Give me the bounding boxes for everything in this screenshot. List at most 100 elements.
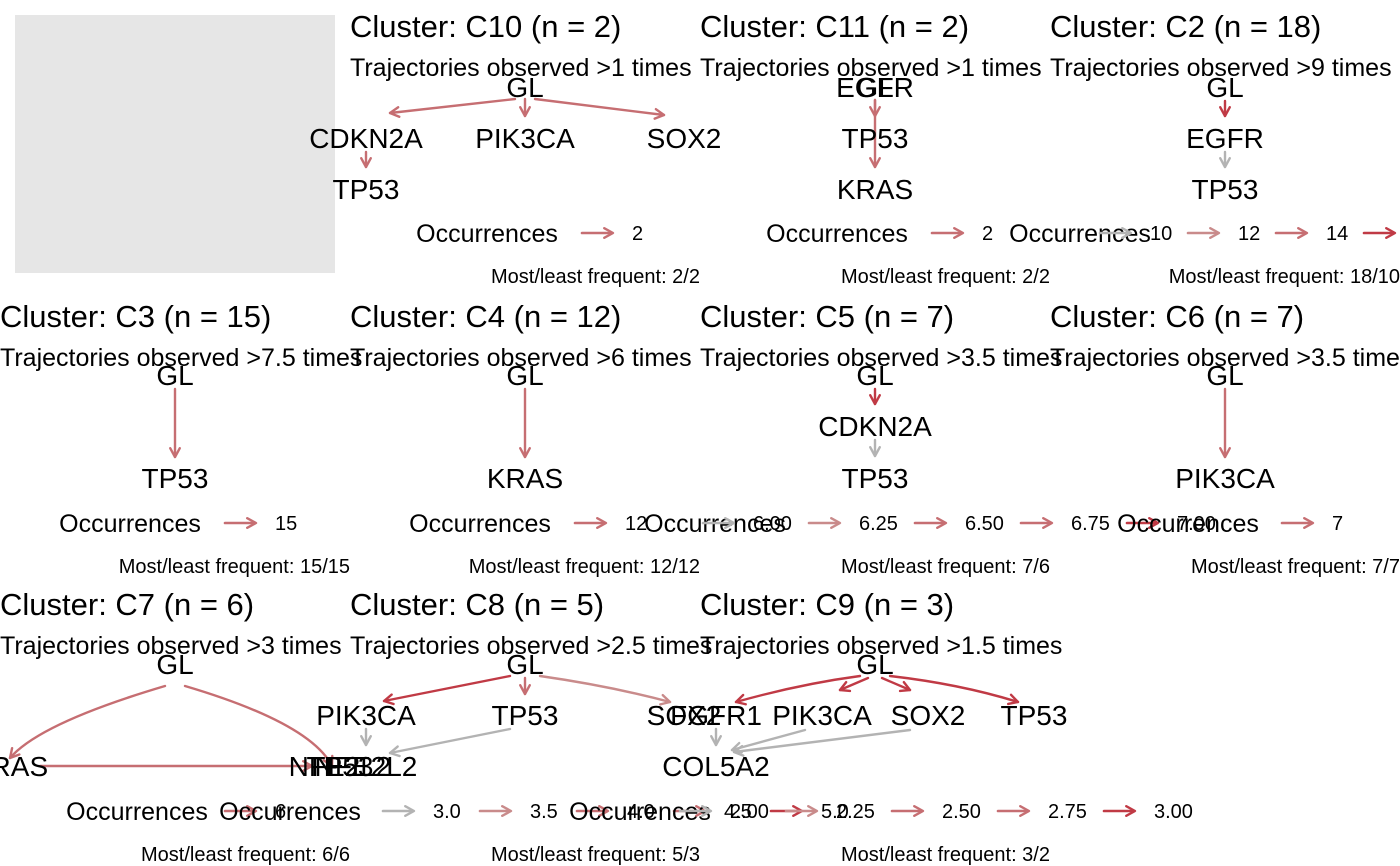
edge-line (888, 674, 1020, 704)
edge-line (732, 728, 912, 754)
edge-line (538, 674, 672, 704)
legend-key-label: 2 (632, 223, 643, 245)
node-cdkn2a: CDKN2A (309, 123, 423, 154)
legend-title: Occurrences (766, 220, 908, 248)
edge-arrowhead (869, 394, 881, 406)
node-kras: KRAS (0, 751, 48, 782)
edge-arrowhead (382, 693, 395, 706)
panel-title: Cluster: C7 (n = 6) (0, 587, 254, 622)
node-tp53: TP53 (1001, 700, 1068, 731)
legend-key-label: 2.50 (942, 801, 981, 823)
edge-arrowhead (710, 735, 722, 747)
edge-arrowhead (388, 745, 401, 758)
edge-arrowhead (1219, 157, 1231, 169)
legend-key-label: 2.25 (836, 801, 875, 823)
legend-title: Occurrences (1117, 510, 1259, 538)
legend-key-label: 12 (1238, 223, 1260, 245)
edge-line (8, 684, 167, 760)
node-sox2: SOX2 (647, 123, 722, 154)
edge-line (382, 674, 512, 703)
edge-arrowhead (1219, 106, 1231, 118)
panel-title: Cluster: C3 (n = 15) (0, 299, 271, 334)
legend-title: Occurrences (59, 510, 201, 538)
edge-arrowhead (1042, 517, 1054, 529)
node-tp53: TP53 (1192, 174, 1259, 205)
edge-arrowhead (838, 680, 852, 693)
edge-arrowhead (724, 517, 736, 529)
node-tp53: TP53 (842, 123, 909, 154)
node-kras: KRAS (837, 174, 913, 205)
edge-arrowhead (1121, 227, 1133, 239)
panel-title: Cluster: C11 (n = 2) (700, 9, 969, 44)
panel-subtitle: Trajectories observed >9 times (1050, 54, 1392, 82)
edge-arrowhead (734, 693, 747, 706)
legend-title: Occurrences (416, 220, 558, 248)
node-tp53: TP53 (842, 463, 909, 494)
panel-subtitle: Trajectories observed >1 times (700, 54, 1042, 82)
edge-arrowhead (1385, 227, 1397, 239)
node-fgfr1: FGFR1 (670, 700, 762, 731)
edge-arrowhead (913, 805, 925, 817)
node-egfr: EGFR (1186, 123, 1264, 154)
edge-arrowhead (360, 157, 372, 169)
edge-arrowhead (869, 446, 881, 458)
node-kras: KRAS (487, 463, 563, 494)
legend-key-label: 14 (1326, 223, 1348, 245)
node-tp53: TP53 (333, 174, 400, 205)
edge-line (838, 676, 870, 692)
legend-key-label: 15 (275, 513, 297, 535)
panel-title: Cluster: C2 (n = 18) (1050, 9, 1321, 44)
node-gl: GL (506, 360, 543, 391)
panel-subtitle: Trajectories observed >3.5 times (700, 344, 1062, 372)
node-col5a2: COL5A2 (662, 751, 769, 782)
edge-arrowhead (807, 805, 819, 817)
edge-line (734, 674, 862, 704)
edge-line (388, 97, 517, 115)
legend-title: Occurrences (219, 798, 361, 826)
edge-arrowhead (169, 447, 181, 459)
legend-key-label: 3.0 (433, 801, 461, 823)
panel-c3: Cluster: C3 (n = 15) Trajectories observe… (0, 299, 362, 578)
legend-title: Occurrences (66, 798, 208, 826)
legend-key-label: 2 (982, 223, 993, 245)
panel-title: Cluster: C10 (n = 2) (350, 9, 621, 44)
edge-arrowhead (596, 517, 608, 529)
node-gl: GL (856, 360, 893, 391)
panel-c4: Cluster: C4 (n = 12) Trajectories observe… (350, 299, 700, 578)
node-pik3ca: PIK3CA (475, 123, 575, 154)
legend-key-label: 6 (275, 801, 286, 823)
legend-key-label: 3.5 (530, 801, 558, 823)
panel-caption: Most/least frequent: 2/2 (491, 266, 700, 288)
edge-arrowhead (732, 744, 745, 757)
panel-c8: Cluster: C8 (n = 5) Trajectories observed… (219, 587, 849, 866)
panel-title: Cluster: C8 (n = 5) (350, 587, 604, 622)
panel-caption: Most/least frequent: 18/10 (1169, 266, 1400, 288)
node-gl: GL (156, 360, 193, 391)
panel-caption: Most/least frequent: 7/6 (841, 556, 1050, 578)
node-gl: GL (1206, 360, 1243, 391)
node-tp53: TP53 (492, 700, 559, 731)
panel-title: Cluster: C5 (n = 7) (700, 299, 954, 334)
panel-caption: Most/least frequent: 7/7 (1191, 556, 1400, 578)
edge-arrowhead (1019, 805, 1031, 817)
edge-arrowhead (519, 447, 531, 459)
legend-key-label: 10 (1150, 223, 1172, 245)
edge-line (880, 676, 912, 692)
edge-arrowhead (659, 693, 672, 706)
edge-arrowhead (519, 106, 531, 118)
legend-key-label: 6.00 (753, 513, 792, 535)
node-tp53: TP53 (142, 463, 209, 494)
edge-arrowhead (322, 754, 334, 768)
edge-arrowhead (1219, 447, 1231, 459)
node-gl: GL (506, 649, 543, 680)
panel-c6: Cluster: C6 (n = 7) Trajectories observed… (1050, 299, 1400, 578)
legend-key-label: 2.75 (1048, 801, 1087, 823)
panel-c10: Cluster: C10 (n = 2) Trajectories observe… (309, 9, 721, 288)
panel-caption: Most/least frequent: 6/6 (141, 844, 350, 866)
node-gl: GL (856, 72, 893, 103)
panel-subtitle: Trajectories observed >1 times (350, 54, 692, 82)
edge-arrowhead (1209, 227, 1221, 239)
edge-arrowhead (404, 805, 416, 817)
edge-arrowhead (501, 805, 513, 817)
panel-title: Cluster: C9 (n = 3) (700, 587, 954, 622)
